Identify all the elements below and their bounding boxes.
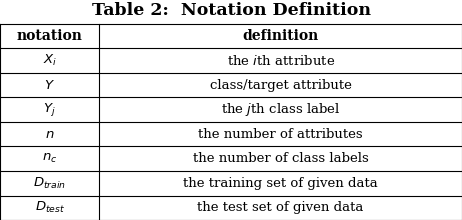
Text: $n_c$: $n_c$ xyxy=(42,152,57,165)
Text: $D_{test}$: $D_{test}$ xyxy=(35,200,65,215)
Text: class/target attribute: class/target attribute xyxy=(210,79,352,92)
Text: $n$: $n$ xyxy=(45,128,55,141)
Text: $Y_j$: $Y_j$ xyxy=(43,101,56,118)
Text: $X_i$: $X_i$ xyxy=(43,53,57,68)
Text: the $i$th attribute: the $i$th attribute xyxy=(226,54,335,68)
Text: notation: notation xyxy=(17,29,83,43)
Text: the test set of given data: the test set of given data xyxy=(197,201,364,214)
Text: $Y$: $Y$ xyxy=(44,79,55,92)
Text: the number of class labels: the number of class labels xyxy=(193,152,369,165)
Text: the training set of given data: the training set of given data xyxy=(183,177,378,190)
Text: definition: definition xyxy=(243,29,319,43)
Text: $D_{train}$: $D_{train}$ xyxy=(33,176,66,191)
Text: the number of attributes: the number of attributes xyxy=(198,128,363,141)
Text: Table 2:  Notation Definition: Table 2: Notation Definition xyxy=(91,2,371,19)
Text: the $j$th class label: the $j$th class label xyxy=(221,101,340,118)
